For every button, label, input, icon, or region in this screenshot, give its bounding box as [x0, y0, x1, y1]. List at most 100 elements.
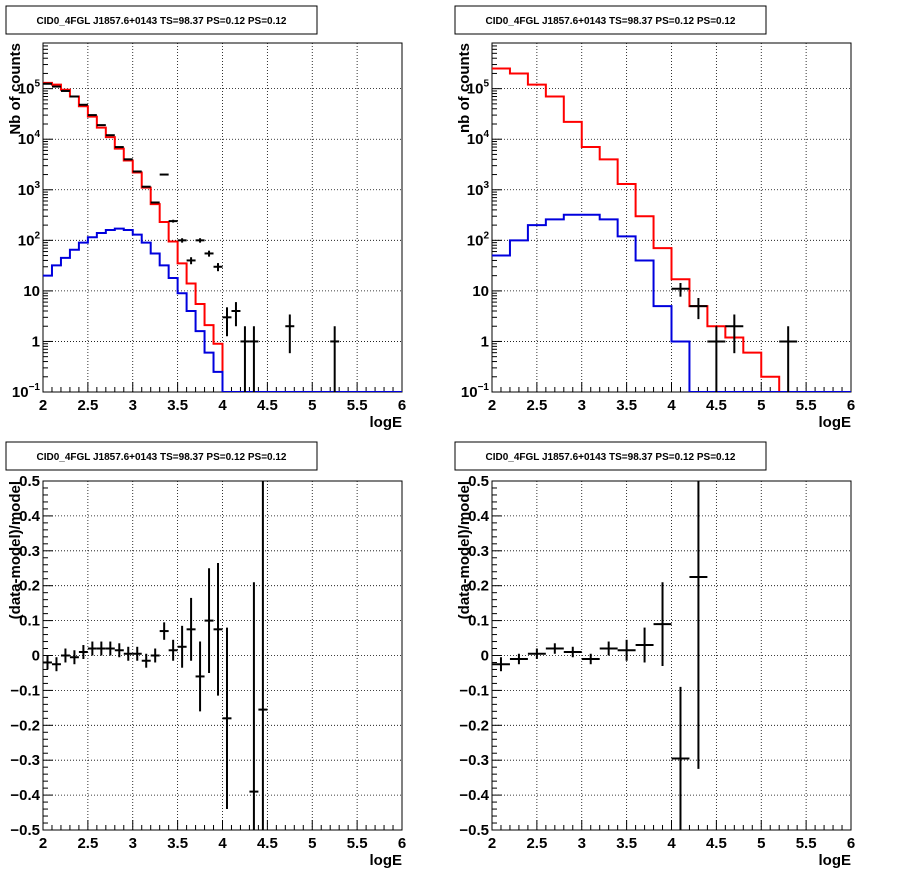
chart-1-xtick-label-0: 2: [39, 397, 47, 414]
chart-3-ylabel: (data-model)/model: [7, 481, 24, 619]
chart-3-xtick-label-0: 2: [39, 835, 47, 852]
chart-1-ytick-label-3: 102: [18, 230, 41, 249]
chart-4-ytick-label-4: −0.1: [459, 682, 489, 699]
chart-3-xtick-label-8: 6: [398, 835, 406, 852]
chart-3-xtick-label-7: 5.5: [347, 835, 368, 852]
chart-1-point-22: [240, 326, 249, 392]
chart-1-xtick-label-4: 4: [218, 397, 227, 414]
chart-2-ytick-label-exponent: 5: [483, 79, 489, 90]
chart-4-xtick-label-8: 6: [847, 835, 855, 852]
chart-4-xtick-label-6: 5: [757, 835, 765, 852]
chart-2-ytick-label-exponent: 3: [483, 180, 489, 191]
chart-1-ytick-label-2: 10: [23, 283, 40, 300]
chart-4-ytick-label-5: 0: [481, 648, 489, 665]
chart-3-point-6: [97, 642, 106, 656]
chart-1-xtick-label-3: 3.5: [167, 397, 188, 414]
chart-1-point-9: [124, 159, 133, 160]
chart-1-point-20: [223, 307, 232, 336]
chart-3-ytick-label-5: 0: [32, 648, 40, 665]
chart-4-xlabel: logE: [819, 852, 852, 869]
chart-2-xtick-label-4: 4: [667, 397, 676, 414]
chart-1-xtick-label-7: 5.5: [347, 397, 368, 414]
chart-4-ytick-label-1: −0.4: [459, 787, 489, 804]
chart-1-point-21: [231, 302, 240, 326]
chart-4-point-7: [618, 640, 636, 661]
chart-1-ytick-label-exponent: 4: [34, 129, 40, 140]
chart-3-ytick-label-1: −0.4: [10, 787, 40, 804]
chart-1-ylabel: Nb of counts: [7, 43, 24, 135]
chart-4-point-9: [654, 582, 672, 666]
chart-2-ylabel: nb of counts: [456, 43, 473, 133]
chart-1-point-18: [205, 251, 214, 257]
chart-3-ytick-label-4: −0.1: [10, 682, 40, 699]
chart-1-point-25: [330, 326, 339, 392]
chart-2-xtick-label-1: 2.5: [526, 397, 547, 414]
chart-1-ytick-label-exponent: 2: [34, 230, 40, 241]
chart-1-content: [43, 83, 402, 392]
chart-1-point-10: [133, 171, 142, 172]
chart-1-ytick-label-1: 1: [32, 333, 40, 350]
chart-4-xtick-label-7: 5.5: [796, 835, 817, 852]
chart-1-point-15: [178, 238, 187, 242]
chart-3-point-13: [160, 622, 169, 639]
chart-4-xtick-label-5: 4.5: [706, 835, 727, 852]
chart-1-point-17: [196, 238, 205, 242]
chart-3-ytick-label-0: −0.5: [10, 822, 40, 839]
chart-2-point-4: [779, 326, 797, 392]
chart-4-point-6: [600, 642, 618, 656]
chart-2-xtick-label-8: 6: [847, 397, 855, 414]
chart-3-xtick-label-3: 3.5: [167, 835, 188, 852]
chart-4-ytick-label-2: −0.3: [459, 752, 489, 769]
chart-2-ytick-label-3: 102: [467, 230, 490, 249]
chart-2-ytick-label-1: 1: [481, 333, 489, 350]
chart-3-point-16: [187, 598, 196, 661]
chart-1-xtick-label-6: 5: [308, 397, 316, 414]
chart-1-point-11: [142, 186, 151, 187]
chart-3-xtick-label-1: 2.5: [77, 835, 98, 852]
chart-3-point-0: [43, 656, 52, 670]
chart-1-title: CID0_4FGL J1857.6+0143 TS=98.37 PS=0.12 …: [37, 16, 287, 27]
chart-2-title: CID0_4FGL J1857.6+0143 TS=98.37 PS=0.12 …: [486, 16, 736, 27]
chart-3-point-10: [133, 647, 142, 661]
chart-1: CID0_4FGL J1857.6+0143 TS=98.37 PS=0.12 …: [6, 6, 406, 431]
chart-4-xtick-label-3: 3.5: [616, 835, 637, 852]
chart-3-point-7: [106, 642, 115, 656]
chart-3-ytick-label-2: −0.3: [10, 752, 40, 769]
chart-3-point-5: [88, 642, 97, 656]
chart-2-ytick-label-exponent: 4: [483, 129, 489, 140]
chart-2-point-0: [672, 283, 690, 297]
chart-2: CID0_4FGL J1857.6+0143 TS=98.37 PS=0.12 …: [455, 6, 855, 431]
chart-1-xlabel: logE: [370, 414, 403, 431]
chart-2-xtick-label-5: 4.5: [706, 397, 727, 414]
chart-2-xtick-label-7: 5.5: [796, 397, 817, 414]
chart-3-point-3: [70, 650, 79, 664]
chart-3-xlabel: logE: [370, 852, 403, 869]
chart-3-point-11: [142, 654, 151, 668]
chart-4-point-11: [689, 481, 707, 769]
chart-2-point-2: [707, 326, 725, 392]
chart-4-xtick-label-1: 2.5: [526, 835, 547, 852]
chart-3-point-20: [223, 628, 232, 809]
chart-3-point-14: [169, 640, 178, 661]
chart-3-point-8: [115, 643, 124, 657]
chart-3-point-2: [61, 649, 70, 663]
chart-3-point-17: [196, 642, 205, 712]
chart-2-ytick-label-4: 103: [467, 180, 490, 199]
chart-1-point-19: [214, 263, 223, 271]
chart-1-xtick-label-8: 6: [398, 397, 406, 414]
chart-1-point-23: [249, 326, 258, 392]
chart-1-ytick-label-4: 103: [18, 180, 41, 199]
chart-1-point-12: [151, 202, 160, 204]
chart-3-point-21: [249, 582, 258, 830]
chart-2-point-1: [689, 298, 707, 319]
chart-2-xtick-label-0: 2: [488, 397, 496, 414]
chart-4-point-10: [672, 687, 690, 830]
chart-4-point-8: [636, 628, 654, 663]
chart-4-point-3: [546, 643, 564, 653]
chart-2-ytick-label-0: 10−1: [461, 382, 490, 401]
chart-2-ytick-label-2: 10: [472, 283, 489, 300]
chart-1-point-24: [285, 314, 294, 353]
chart-1-ytick-label-exponent: 5: [34, 79, 40, 90]
chart-4: CID0_4FGL J1857.6+0143 TS=98.37 PS=0.12 …: [455, 442, 855, 869]
